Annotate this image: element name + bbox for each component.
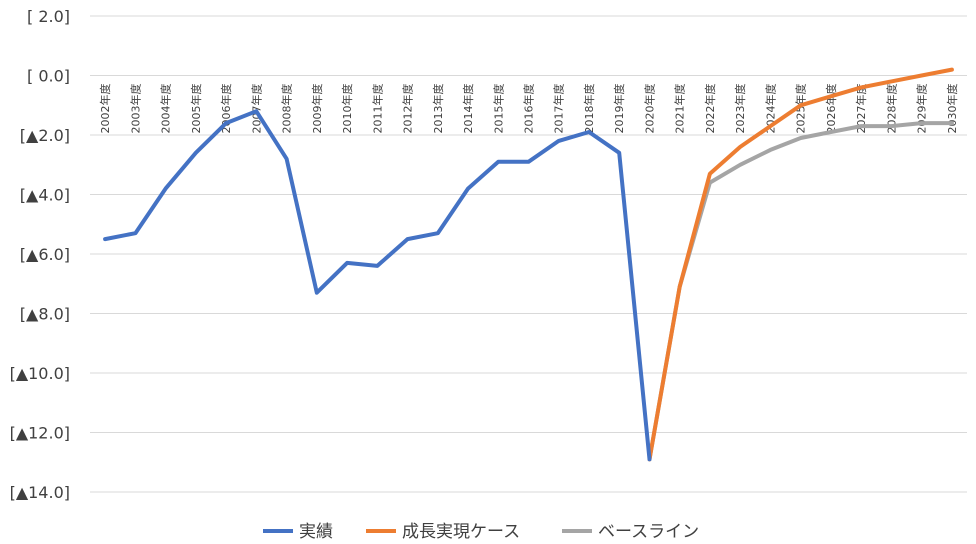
- x-tick-label: 2014年度: [461, 83, 475, 133]
- x-tick-label: 2022年度: [703, 84, 717, 134]
- x-tick-label: 2019年度: [612, 84, 626, 134]
- x-tick-label: 2013年度: [431, 84, 445, 134]
- x-tick-label: 2020年度: [642, 84, 656, 134]
- x-tick-label: 2023年度: [733, 84, 747, 134]
- x-tick-label: 2003年度: [128, 84, 142, 134]
- y-tick-label: [ 0.0]: [27, 67, 70, 86]
- legend-label: 成長実現ケース: [402, 522, 520, 542]
- x-tick-label: 2005年度: [189, 84, 203, 134]
- x-tick-label: 2002年度: [98, 84, 112, 134]
- y-tick-label: [▲12.0]: [10, 424, 70, 443]
- x-tick-label: 2010年度: [340, 84, 354, 134]
- legend-label: 実績: [299, 522, 333, 542]
- y-tick-label: [▲4.0]: [20, 186, 70, 205]
- x-tick-label: 2018年度: [582, 84, 596, 134]
- y-tick-label: [▲2.0]: [20, 126, 70, 145]
- y-tick-label: [▲8.0]: [20, 305, 70, 324]
- x-tick-label: 2011年度: [370, 84, 384, 134]
- x-tick-label: 2026年度: [824, 84, 838, 134]
- y-tick-label: [▲14.0]: [10, 483, 70, 502]
- legend-label: ベースライン: [598, 522, 699, 542]
- series-line: [647, 67, 954, 462]
- series-line: [103, 109, 652, 462]
- x-tick-label: 2008年度: [280, 84, 294, 134]
- x-tick-label: 2030年度: [945, 84, 959, 134]
- x-tick-label: 2007年度: [249, 84, 263, 134]
- x-tick-label: 2012年度: [401, 84, 415, 134]
- x-tick-label: 2004年度: [159, 84, 173, 134]
- x-tick-label: 2024年度: [763, 84, 777, 134]
- series-line: [647, 121, 954, 462]
- y-tick-label: [▲10.0]: [10, 364, 70, 383]
- y-tick-label: [▲6.0]: [20, 245, 70, 264]
- x-tick-label: 2027年度: [854, 84, 868, 134]
- x-tick-label: 2017年度: [552, 84, 566, 134]
- x-tick-label: 2015年度: [491, 84, 505, 134]
- y-tick-label: [ 2.0]: [27, 7, 70, 26]
- x-tick-label: 2009年度: [310, 84, 324, 134]
- x-tick-label: 2028年度: [884, 84, 898, 134]
- x-tick-label: 2016年度: [522, 84, 536, 134]
- x-tick-label: 2025年度: [794, 84, 808, 134]
- x-tick-label: 2029年度: [915, 84, 929, 134]
- x-tick-label: 2021年度: [673, 84, 687, 134]
